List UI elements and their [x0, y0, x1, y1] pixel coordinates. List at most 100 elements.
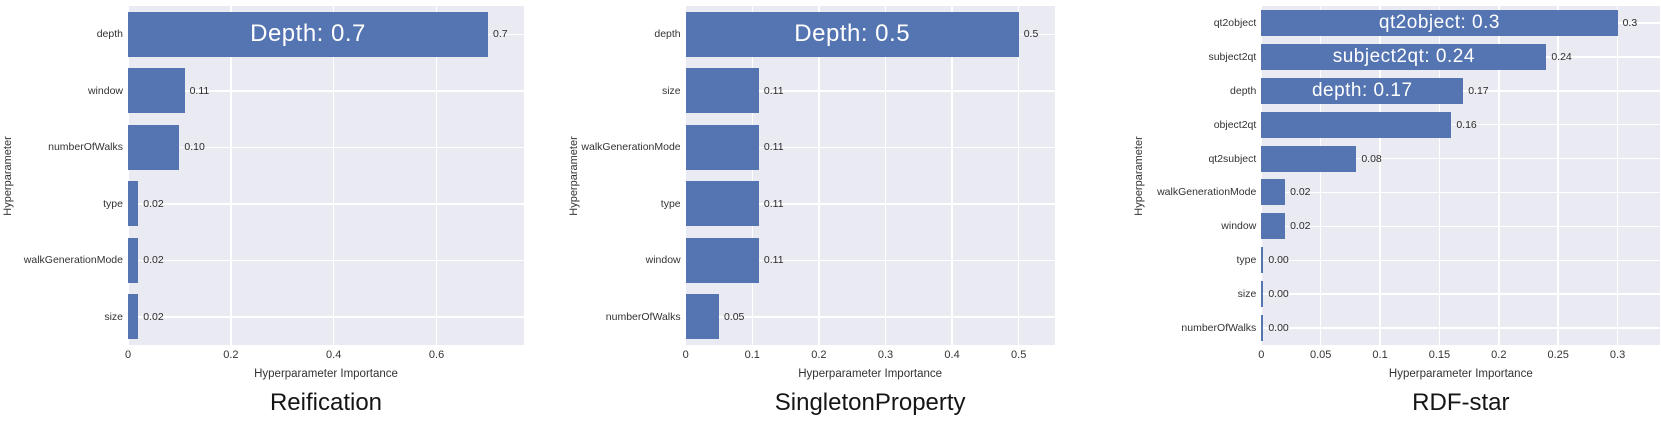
- gridline-vertical: [1319, 6, 1322, 345]
- bar-value-label: 0.11: [763, 254, 784, 267]
- ytick-numberofwalks: numberOfWalks: [48, 141, 123, 154]
- xtick: 0.3: [1609, 349, 1626, 361]
- bar-depth: [128, 11, 488, 57]
- gridline-vertical: [1260, 6, 1263, 345]
- gridline-horizontal: [1261, 157, 1661, 160]
- bar-value-label: 0.16: [1456, 118, 1477, 131]
- bar-object2qt: [1261, 111, 1452, 138]
- figure-reification: Hyperparameter 0.7 0.11 0.10 0.02 0.02 0.02 Dep…: [0, 0, 554, 433]
- ytick-depth: depth: [96, 28, 123, 41]
- gridline-horizontal: [128, 316, 524, 318]
- gridline-vertical: [127, 6, 129, 345]
- ytick-numberofwalks: numberOfWalks: [1181, 322, 1257, 335]
- bar-value-label: 0.10: [184, 141, 205, 154]
- bar-type: [1261, 247, 1264, 274]
- gridline-vertical: [1616, 6, 1619, 345]
- gridline-horizontal: [1261, 327, 1661, 329]
- gridline-vertical: [951, 6, 953, 345]
- bar-window: [128, 68, 185, 114]
- bar-depth: [1261, 77, 1464, 104]
- xtick: 0.2: [1491, 349, 1507, 361]
- ytick-subject2qt: subject2qt: [1208, 50, 1257, 63]
- xtick: 0: [1258, 349, 1265, 361]
- gridline-horizontal: [128, 146, 524, 148]
- bar-window: [1261, 213, 1286, 240]
- xtick: 0.4: [326, 349, 342, 361]
- xtick: 0.15: [1428, 349, 1451, 361]
- bar-annotation-qt2object: qt2object: 0.3: [1378, 11, 1500, 33]
- bar-numberofwalks: [685, 294, 719, 340]
- gridline-horizontal: [1261, 225, 1661, 228]
- bar-size: [685, 68, 759, 114]
- figure-singletonproperty: Hyperparameter 0.5 0.11 0.11 0.11 0.11 0.05 Dep…: [554, 0, 1108, 433]
- xtick: 0.05: [1309, 349, 1332, 361]
- gridline-horizontal: [1261, 293, 1661, 295]
- figure-rdf-star: Hyperparameter 0.3 0.24 0.17 0.16 0.08 0.02 0.0…: [1107, 0, 1661, 433]
- ytick-size: size: [1237, 288, 1257, 301]
- gridline-vertical: [332, 6, 335, 345]
- bar-value-label: 0.3: [1622, 16, 1638, 29]
- bar-numberofwalks: [1261, 315, 1264, 342]
- x-axis-label: Hyperparameter Importance: [1388, 368, 1533, 380]
- plot-area: 0.5 0.11 0.11 0.11 0.11 0.05 Depth: 0.5: [684, 6, 1055, 345]
- gridline-vertical: [1017, 6, 1020, 345]
- bar-value-label: 0.11: [763, 84, 784, 97]
- bar-size: [128, 294, 139, 340]
- ytick-size: size: [104, 310, 123, 323]
- ytick-type: type: [103, 197, 123, 210]
- xtick: 0: [682, 349, 689, 361]
- ytick-walkgenerationmode: walkGenerationMode: [581, 141, 681, 154]
- ytick-object2qt: object2qt: [1213, 118, 1257, 131]
- bar-type: [128, 181, 139, 227]
- bar-walkgenerationmode: [128, 237, 139, 283]
- bar-value-label: 0.00: [1268, 288, 1289, 301]
- gridline-horizontal: [685, 203, 1055, 205]
- gridline-horizontal: [1261, 123, 1661, 126]
- ytick-window: window: [87, 84, 123, 97]
- bar-annotation-depth: Depth: 0.7: [250, 20, 366, 48]
- ytick-size: size: [661, 84, 681, 97]
- bar-walkgenerationmode: [685, 124, 759, 170]
- gridline-vertical: [435, 6, 438, 345]
- gridline-vertical: [1379, 6, 1381, 345]
- bar-value-label: 0.02: [1290, 220, 1311, 233]
- ytick-depth: depth: [1230, 84, 1257, 97]
- ytick-window: window: [645, 254, 681, 267]
- bar-window: [685, 237, 759, 283]
- xtick: 0.4: [944, 349, 960, 361]
- gridline-horizontal: [1261, 259, 1661, 261]
- gridline-vertical: [751, 6, 753, 345]
- y-axis-label: Hyperparameter: [1133, 135, 1146, 216]
- bar-annotation-subject2qt: subject2qt: 0.24: [1332, 45, 1475, 67]
- gridline-vertical: [1557, 6, 1559, 345]
- plot-area: 0.7 0.11 0.10 0.02 0.02 0.02 Depth: 0.7: [127, 6, 524, 345]
- bar-value-label: 0.05: [723, 310, 745, 323]
- gridline-horizontal: [685, 146, 1055, 148]
- xtick: 0.2: [811, 349, 827, 361]
- bar-value-label: 0.02: [143, 197, 164, 210]
- bar-value-label: 0.11: [189, 84, 210, 97]
- bar-value-label: 0.02: [143, 254, 164, 267]
- ytick-numberofwalks: numberOfWalks: [605, 310, 681, 323]
- gridline-vertical: [230, 6, 232, 345]
- gridline-vertical: [818, 6, 820, 345]
- gridline-horizontal: [685, 259, 1055, 261]
- ytick-qt2subject: qt2subject: [1208, 152, 1257, 165]
- bar-qt2object: [1261, 9, 1618, 36]
- ytick-window: window: [1221, 220, 1257, 233]
- bar-value-label: 0.00: [1268, 322, 1289, 335]
- gridline-horizontal: [685, 90, 1055, 92]
- bar-value-label: 0.11: [763, 197, 784, 210]
- xtick: 0.1: [1372, 349, 1388, 361]
- xtick: 0: [124, 349, 132, 361]
- bar-value-label: 0.02: [143, 310, 164, 323]
- bar-value-label: 0.02: [1290, 186, 1311, 199]
- bar-value-label: 0.11: [763, 141, 784, 154]
- gridline-vertical: [1438, 6, 1441, 345]
- bar-annotation-depth: depth: 0.17: [1311, 79, 1413, 101]
- ytick-depth: depth: [654, 28, 681, 41]
- ytick-qt2object: qt2object: [1213, 16, 1257, 29]
- bar-size: [1261, 281, 1264, 308]
- bar-value-label: 0.5: [1023, 28, 1039, 41]
- bar-numberofwalks: [128, 124, 180, 170]
